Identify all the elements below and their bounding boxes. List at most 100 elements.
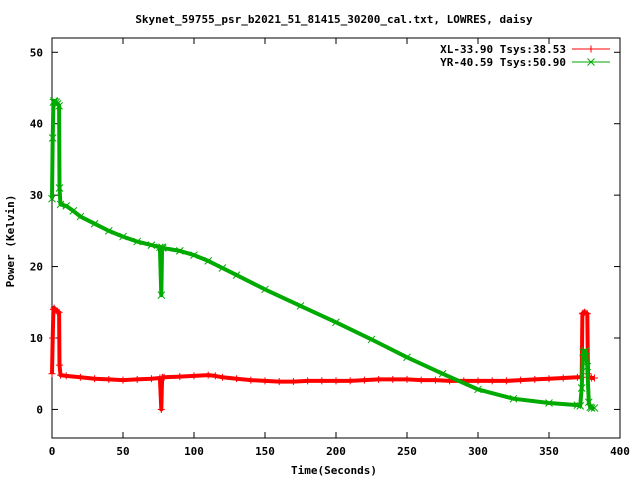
data-point — [431, 376, 439, 384]
data-point — [204, 371, 212, 379]
legend: XL-33.90 Tsys:38.53 YR-40.59 Tsys:50.90 — [440, 43, 610, 69]
data-point — [517, 376, 525, 384]
data-point — [247, 376, 255, 384]
y-tick-label: 40 — [30, 118, 43, 131]
data-point — [76, 212, 85, 221]
chart-title: Skynet_59755_psr_b2021_51_81415_30200_ca… — [135, 13, 533, 26]
data-point — [474, 377, 482, 385]
data-point — [91, 375, 99, 383]
data-point — [275, 378, 283, 386]
data-point — [587, 404, 596, 412]
x-tick-label: 200 — [326, 445, 346, 458]
series-1 — [48, 97, 599, 412]
data-point — [559, 374, 567, 382]
data-point — [55, 308, 63, 316]
data-point — [156, 243, 164, 252]
data-point — [204, 257, 213, 265]
data-point — [332, 318, 340, 327]
data-point — [261, 377, 269, 385]
data-point — [53, 99, 62, 108]
legend-marker-0 — [587, 45, 595, 53]
data-point — [56, 361, 64, 369]
x-axis-ticks: 0 50 100 150 200 250 300 350 400 — [49, 38, 630, 458]
y-tick-label: 50 — [30, 46, 43, 59]
x-tick-label: 250 — [397, 445, 417, 458]
data-point — [176, 373, 184, 381]
data-point — [545, 375, 553, 383]
x-axis-label: Time(Seconds) — [291, 464, 377, 477]
data-point — [502, 377, 510, 385]
data-point — [90, 219, 99, 228]
data-point — [488, 377, 496, 385]
data-point — [304, 377, 312, 385]
data-point — [133, 237, 142, 246]
data-point — [545, 399, 553, 407]
data-point — [583, 310, 591, 318]
data-point — [190, 372, 198, 380]
data-point — [133, 375, 141, 383]
data-point — [582, 309, 590, 317]
data-point — [218, 264, 227, 272]
data-point — [52, 307, 60, 315]
y-axis-label: Power (Kelvin) — [4, 195, 17, 288]
data-point — [233, 375, 241, 383]
data-point — [474, 385, 482, 394]
x-tick-label: 300 — [468, 445, 488, 458]
data-point — [346, 377, 354, 385]
data-point — [104, 227, 113, 235]
x-tick-label: 100 — [184, 445, 204, 458]
data-point — [573, 401, 582, 409]
data-point — [105, 375, 113, 383]
data-point — [576, 402, 585, 410]
data-point — [261, 285, 269, 294]
data-point — [56, 200, 65, 209]
data-point — [367, 335, 376, 344]
data-point — [577, 384, 586, 392]
legend-label-yr: YR-40.59 Tsys:50.90 — [440, 56, 566, 69]
x-tick-label: 50 — [116, 445, 129, 458]
data-point — [218, 373, 226, 381]
data-point — [583, 362, 592, 371]
data-point — [417, 376, 425, 384]
data-point — [57, 371, 65, 379]
data-point — [211, 372, 219, 380]
x-tick-label: 350 — [539, 445, 559, 458]
data-point — [76, 373, 84, 381]
y-axis-ticks: 0 10 20 30 40 50 — [30, 46, 620, 416]
y-tick-label: 30 — [30, 189, 43, 202]
data-point — [55, 184, 64, 192]
series-line — [50, 306, 595, 412]
series-layer — [48, 97, 599, 413]
data-point — [531, 375, 539, 383]
legend-label-xl: XL-33.90 Tsys:38.53 — [440, 43, 566, 56]
data-point — [175, 247, 184, 255]
data-point — [48, 194, 56, 203]
data-point — [147, 241, 156, 249]
data-point — [54, 308, 62, 316]
data-point — [62, 202, 71, 210]
data-point — [48, 370, 56, 378]
y-tick-label: 0 — [36, 403, 43, 416]
data-point — [49, 334, 57, 342]
data-point — [332, 377, 340, 385]
data-point — [147, 375, 155, 383]
data-point — [389, 375, 397, 383]
series-line — [50, 98, 595, 410]
data-point — [48, 134, 57, 142]
data-point — [375, 375, 383, 383]
data-point — [289, 378, 297, 386]
data-point — [62, 372, 70, 380]
data-point — [157, 405, 165, 413]
data-point — [509, 394, 518, 403]
data-point — [119, 232, 127, 241]
data-point — [438, 369, 447, 378]
data-point — [157, 291, 166, 299]
data-point — [318, 377, 326, 385]
x-tick-label: 150 — [255, 445, 275, 458]
x-tick-label: 0 — [49, 445, 56, 458]
x-tick-label: 400 — [610, 445, 630, 458]
data-point — [582, 347, 590, 355]
data-point — [119, 376, 127, 384]
data-point — [232, 271, 241, 279]
